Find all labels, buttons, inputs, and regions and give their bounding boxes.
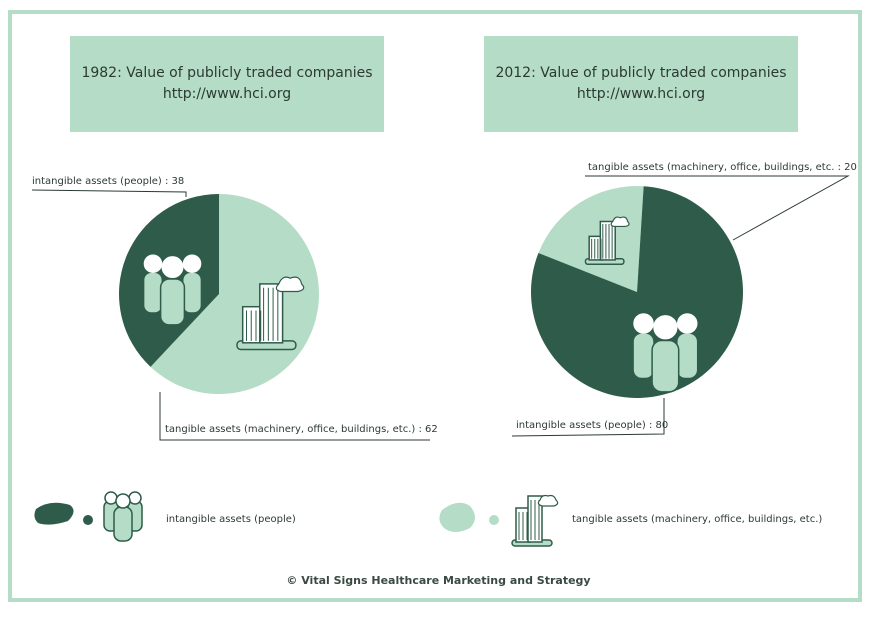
legend-swatch-tangible (439, 494, 559, 547)
legend-label-intangible: intangible assets (people) (166, 514, 296, 525)
legend-people-icon (103, 491, 143, 542)
credit-text: © Vital Signs Healthcare Marketing and S… (286, 574, 591, 587)
chart-subtitle-1982: http://www.hci.org (162, 86, 292, 102)
chart-title-box-2012: 2012: Value of publicly traded companies… (484, 36, 798, 132)
pie-chart-2012 (531, 186, 743, 398)
label-1982-intangible: intangible assets (people) : 38 (32, 176, 185, 187)
people-icon (632, 313, 699, 393)
chart-title-2012: 2012: Value of publicly traded companies (495, 65, 787, 81)
people-icon (142, 254, 203, 326)
legend-swatch-intangible (34, 491, 143, 542)
building-icon (584, 216, 630, 266)
chart-title-box-1982: 1982: Value of publicly traded companies… (70, 36, 384, 132)
building-icon (236, 276, 305, 351)
legend-label-tangible: tangible assets (machinery, office, buil… (572, 514, 823, 525)
page-frame (8, 10, 862, 602)
legend-building-icon (511, 494, 559, 547)
label-1982-tangible: tangible assets (machinery, office, buil… (165, 424, 438, 435)
chart-subtitle-2012: http://www.hci.org (576, 86, 706, 102)
label-2012-intangible: intangible assets (people) : 80 (516, 420, 669, 431)
label-2012-tangible: tangible assets (machinery, office, buil… (588, 162, 857, 173)
pie-chart-1982 (119, 194, 319, 394)
chart-title-1982: 1982: Value of publicly traded companies (81, 65, 373, 81)
